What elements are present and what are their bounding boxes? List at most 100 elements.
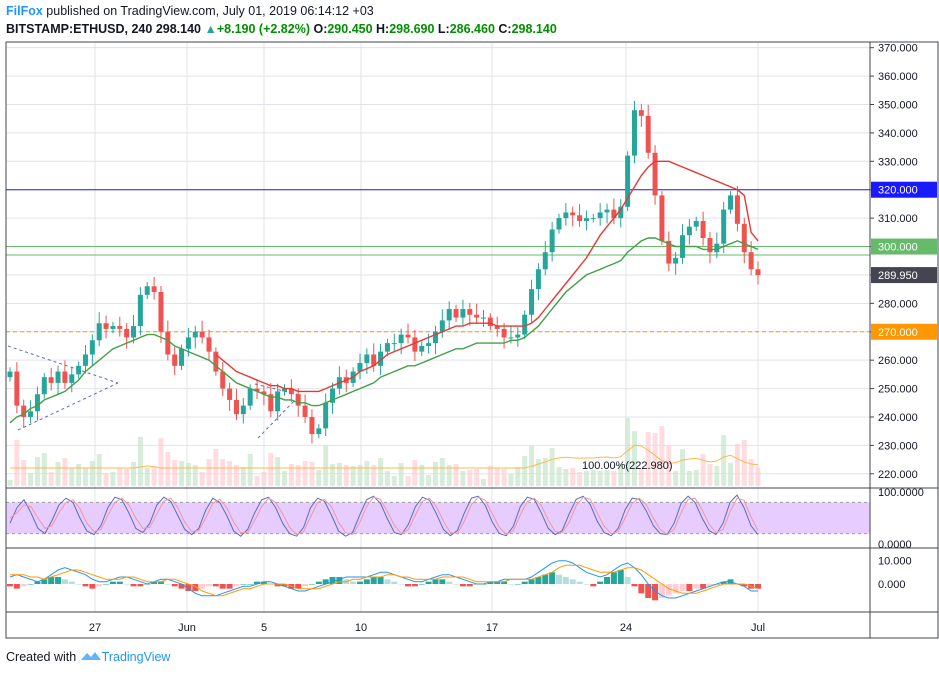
- trend-line: [7, 345, 119, 384]
- volume-bar: [179, 461, 185, 486]
- trend-line: [17, 382, 119, 431]
- stochastic-panel[interactable]: [6, 494, 870, 537]
- symbol-line: BITSTAMP:ETHUSD, 240 298.140 ▲+8.190 (+2…: [6, 22, 557, 36]
- candle-body: [172, 354, 178, 366]
- candle-body: [460, 309, 466, 318]
- macd-hist-bar: [199, 584, 206, 589]
- volume-bar: [96, 454, 102, 486]
- macd-hist-bar: [247, 584, 254, 585]
- tradingview-logo[interactable]: TradingView: [80, 650, 170, 664]
- macd-hist-bar: [260, 581, 267, 584]
- candle-body: [302, 405, 308, 417]
- candle-body: [117, 326, 123, 329]
- volume-bar: [693, 470, 699, 486]
- volume-bar: [69, 468, 75, 486]
- current-price-label: 289.950: [878, 270, 918, 282]
- macd-tick-label: 10.000: [878, 556, 912, 568]
- macd-hist-bar: [315, 581, 322, 584]
- outer-frame: [5, 41, 939, 639]
- volume-bar: [295, 465, 301, 486]
- volume-bar: [673, 471, 679, 486]
- macd-hist-bar: [137, 584, 144, 587]
- volume-bar: [364, 461, 370, 486]
- volume-bar: [343, 465, 349, 486]
- candle-body: [233, 399, 239, 415]
- macd-hist-bar: [75, 584, 82, 585]
- volume-bar: [268, 453, 274, 486]
- candle-body: [28, 411, 34, 417]
- volume-bar: [323, 445, 329, 486]
- level-price-label: 270.000: [878, 327, 918, 339]
- macd-hist-bar: [185, 584, 192, 591]
- volume-bar: [281, 471, 287, 486]
- candle-body: [227, 388, 233, 400]
- candle-body: [96, 323, 102, 341]
- macd-hist-bar: [672, 584, 679, 594]
- candlesticks[interactable]: [7, 100, 761, 444]
- volume-bar: [378, 458, 384, 486]
- macd-hist-bar: [631, 584, 638, 587]
- price-axis[interactable]: 370.000 360.000 350.000 340.000 330.000 320.0…: [870, 43, 924, 591]
- symbol-label: BITSTAMP:ETHUSD, 240: [6, 22, 153, 36]
- candle-body: [426, 343, 432, 346]
- volume-bar: [131, 462, 137, 486]
- macd-hist-bar: [363, 579, 370, 584]
- macd-hist-bar: [68, 581, 75, 584]
- macd-hist-bar: [123, 584, 130, 585]
- macd-hist-bar: [164, 584, 171, 585]
- candle-body: [378, 351, 384, 366]
- candle-body: [529, 289, 535, 315]
- candle-body: [645, 115, 651, 153]
- macd-hist-bar: [507, 584, 514, 585]
- candle-body: [597, 212, 603, 219]
- macd-panel[interactable]: [7, 560, 761, 601]
- candle-body: [295, 394, 301, 406]
- candle-body: [748, 252, 754, 270]
- volume-bar: [336, 463, 342, 486]
- volume-bar: [41, 453, 47, 486]
- volume-bar: [700, 454, 706, 486]
- y-tick-label: 310.000: [878, 213, 918, 225]
- x-tick-label: Jul: [751, 622, 765, 634]
- macd-hist-bar: [665, 584, 672, 596]
- candle-body: [721, 209, 727, 244]
- ma-green-line: [9, 237, 759, 424]
- macd-hist-bar: [494, 581, 501, 584]
- candle-body: [604, 209, 610, 213]
- macd-hist-bar: [356, 581, 363, 584]
- volume-bar: [405, 476, 411, 486]
- author-name[interactable]: FilFox: [6, 4, 43, 18]
- time-axis[interactable]: 27 Jun 5 10 17 24 Jul: [89, 622, 765, 634]
- macd-hist-bar: [459, 584, 466, 587]
- macd-hist-bar: [604, 577, 611, 584]
- macd-hist-bar: [576, 581, 583, 584]
- candle-body: [62, 371, 68, 383]
- macd-hist-bar: [487, 581, 494, 584]
- macd-hist-bar: [55, 577, 62, 584]
- close-label: C:: [498, 22, 512, 36]
- macd-hist-bar: [27, 584, 34, 585]
- macd-hist-bar: [151, 581, 158, 584]
- macd-hist-bar: [377, 577, 384, 584]
- macd-hist-bar: [192, 584, 199, 591]
- volume-bar: [714, 466, 720, 486]
- macd-hist-bar: [652, 584, 659, 601]
- volume-bar: [76, 464, 82, 486]
- candle-body: [281, 388, 287, 392]
- volume-bar: [7, 480, 13, 486]
- level-price-label-bg: [871, 323, 937, 340]
- macd-hist-bar: [645, 584, 652, 598]
- y-tick-label: 260.000: [878, 355, 918, 367]
- macd-hist-bar: [658, 584, 665, 598]
- y-tick-label: 230.000: [878, 440, 918, 452]
- candle-body: [7, 371, 13, 378]
- tradingview-icon: [80, 652, 101, 660]
- volume-bar: [247, 454, 253, 486]
- candle-body: [487, 317, 493, 327]
- high-label: H:: [376, 22, 390, 36]
- macd-hist-bar: [597, 581, 604, 584]
- macd-hist-bar: [411, 584, 418, 587]
- macd-hist-bar: [446, 581, 453, 584]
- candle-body: [535, 269, 541, 290]
